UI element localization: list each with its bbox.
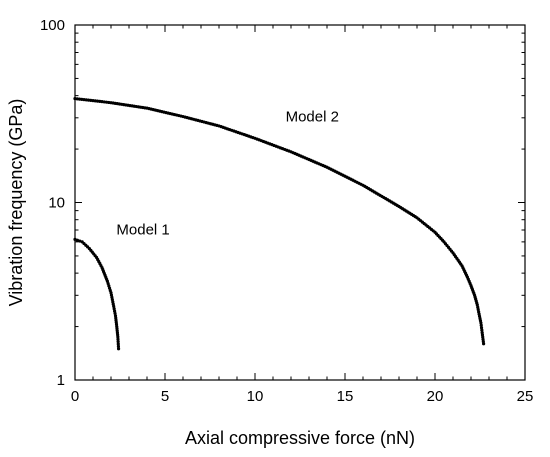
y-tick-label: 1: [57, 372, 65, 389]
plot-frame: [74, 24, 526, 381]
plot-points: [73, 96, 486, 351]
x-tick-label: 0: [71, 388, 79, 405]
data-point: [112, 304, 116, 308]
x-tick-label: 15: [337, 388, 354, 405]
x-tick-label: 20: [427, 388, 444, 405]
data-point: [480, 328, 484, 332]
x-tick-label: 10: [247, 388, 264, 405]
data-point: [78, 239, 82, 243]
data-point: [479, 326, 484, 330]
data-point: [116, 335, 120, 339]
annotations: Model 1 Model 2: [116, 108, 339, 238]
axis-ticks: [74, 24, 526, 381]
data-point: [75, 238, 79, 242]
data-point: [116, 342, 120, 346]
x-axis-label: Axial compressive force (nN): [185, 428, 415, 448]
annotation-label: Model 1: [116, 222, 169, 239]
data-point: [116, 340, 120, 344]
x-tick-label: 5: [161, 388, 169, 405]
annotation-label: Model 2: [286, 108, 339, 125]
data-point: [116, 337, 120, 341]
y-tick-label: 10: [48, 195, 65, 212]
data-point: [479, 321, 483, 325]
tick-labels: 0 5 10 15 20 25 1 10 100: [40, 17, 533, 405]
data-point: [482, 342, 486, 346]
y-tick-label: 100: [40, 17, 65, 34]
data-point: [116, 347, 121, 351]
y-axis-label: Vibration frequency (GPa): [6, 99, 26, 307]
data-point: [479, 323, 483, 327]
series-model-2: [73, 96, 486, 346]
x-tick-label: 25: [517, 388, 534, 405]
series-model-1: [73, 237, 121, 351]
data-point: [116, 344, 121, 348]
